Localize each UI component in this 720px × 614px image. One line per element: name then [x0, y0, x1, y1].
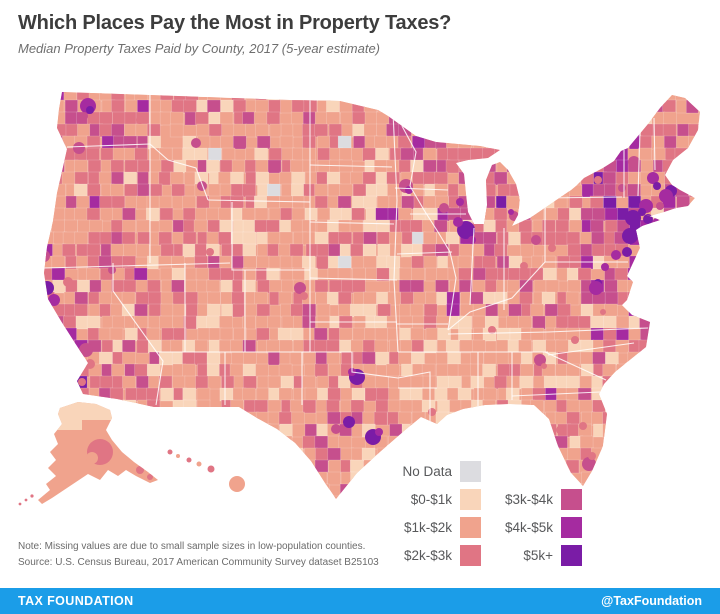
legend-label: $5k+ — [523, 547, 553, 563]
legend-swatch — [460, 488, 481, 510]
legend-item: $5k+ — [491, 541, 582, 569]
legend-swatch — [561, 544, 582, 566]
state-borders — [44, 95, 656, 424]
legend-swatch — [561, 516, 582, 538]
legend-item: $1k-$2k — [390, 513, 481, 541]
map-source: Source: U.S. Census Bureau, 2017 America… — [18, 557, 379, 568]
legend-label: $2k-$3k — [403, 547, 452, 563]
legend-label: $1k-$2k — [403, 519, 452, 535]
map-note: Note: Missing values are due to small sa… — [18, 541, 366, 552]
map-legend: No Data $0-$1k $1k-$2k $2k-$3k $3k-$4k $4k-$… — [390, 457, 582, 569]
legend-item: $4k-$5k — [491, 513, 582, 541]
legend-label: $3k-$4k — [504, 491, 553, 507]
footer-bar: TAX FOUNDATION @TaxFoundation — [0, 588, 720, 614]
legend-column-left: No Data $0-$1k $1k-$2k $2k-$3k — [390, 457, 481, 569]
legend-label: No Data — [402, 463, 452, 479]
legend-item: $3k-$4k — [491, 485, 582, 513]
legend-swatch — [460, 516, 481, 538]
legend-item: $2k-$3k — [390, 541, 481, 569]
legend-item: $0-$1k — [390, 485, 481, 513]
legend-swatch — [460, 544, 481, 566]
legend-label: $4k-$5k — [504, 519, 553, 535]
alaska-inset — [18, 402, 158, 506]
page-title: Which Places Pay the Most in Property Ta… — [18, 12, 452, 34]
legend-swatch — [561, 488, 582, 510]
legend-label: $0-$1k — [410, 491, 452, 507]
legend-swatch — [460, 460, 481, 482]
legend-item: No Data — [390, 457, 481, 485]
hawaii-inset — [167, 449, 245, 492]
page-subtitle: Median Property Taxes Paid by County, 20… — [18, 41, 381, 56]
legend-column-right: $3k-$4k $4k-$5k $5k+ — [491, 457, 582, 569]
twitter-handle: @TaxFoundation — [601, 594, 702, 608]
brand-name: TAX FOUNDATION — [18, 594, 134, 608]
continental-us — [44, 92, 700, 499]
